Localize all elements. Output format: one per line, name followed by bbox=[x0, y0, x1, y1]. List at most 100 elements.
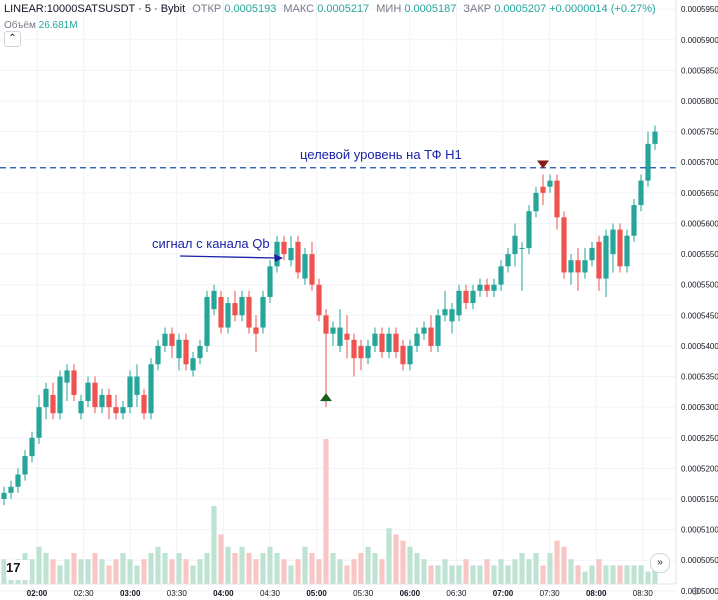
price-tick-label: 0.0005400 bbox=[681, 342, 718, 351]
price-tick-label: 0.0005050 bbox=[681, 556, 718, 565]
price-tick-label: 0.0005850 bbox=[681, 66, 718, 75]
volume-bar bbox=[71, 553, 77, 584]
volume-bar bbox=[344, 565, 350, 584]
volume-bar bbox=[575, 565, 581, 584]
candle-body bbox=[218, 296, 224, 328]
volume-bar bbox=[617, 565, 623, 584]
candle-body bbox=[337, 327, 343, 346]
price-tick-label: 0.0005950 bbox=[681, 5, 718, 14]
volume-bar bbox=[162, 553, 168, 584]
change-value: +0.0000014 (+0.27%) bbox=[549, 3, 656, 15]
candle-body bbox=[631, 205, 637, 236]
candle-body bbox=[211, 290, 217, 310]
volume-bar bbox=[218, 534, 224, 584]
volume-bar bbox=[400, 540, 406, 584]
volume-bar bbox=[43, 553, 49, 584]
gear-icon[interactable]: ⚙ bbox=[690, 586, 700, 598]
price-tick-label: 0.0005750 bbox=[681, 128, 718, 137]
volume-bar bbox=[50, 559, 56, 584]
close-label: ЗАКР bbox=[463, 3, 492, 15]
candle-body bbox=[519, 247, 525, 249]
candle-body bbox=[442, 309, 448, 316]
volume-bar bbox=[652, 565, 658, 584]
volume-bar bbox=[316, 559, 322, 584]
candle-body bbox=[414, 333, 420, 346]
volume-bar bbox=[225, 546, 231, 584]
volume-bar bbox=[302, 546, 308, 584]
volume-bar bbox=[36, 546, 42, 584]
candle-body bbox=[22, 456, 28, 475]
time-tick-label: 07:00 bbox=[493, 589, 514, 598]
volume-bar bbox=[568, 559, 574, 584]
candle-body bbox=[1, 492, 7, 499]
candle-body bbox=[470, 290, 476, 304]
candlesticks bbox=[1, 125, 658, 506]
time-tick-label: 08:00 bbox=[586, 589, 607, 598]
chart-grid bbox=[0, 0, 676, 592]
symbol-header: LINEAR:10000SATSUSDT · 5 · Bybit ОТКР 0.… bbox=[4, 3, 656, 15]
target-level-annotation: целевой уровень на ТФ Н1 bbox=[300, 147, 462, 162]
candle-body bbox=[456, 290, 462, 316]
volume-bar bbox=[176, 553, 182, 584]
time-tick-label: 04:00 bbox=[213, 589, 234, 598]
candle-body bbox=[568, 260, 574, 273]
candle-body bbox=[407, 345, 413, 365]
volume-bar bbox=[295, 559, 301, 584]
volume-bar bbox=[631, 565, 637, 584]
volume-bar bbox=[239, 546, 245, 584]
low-label: МИН bbox=[376, 3, 402, 15]
candle-body bbox=[463, 290, 469, 304]
price-tick-label: 0.0005000 bbox=[681, 587, 718, 596]
symbol-name[interactable]: LINEAR:10000SATSUSDT · 5 · Bybit bbox=[4, 3, 186, 15]
volume-bar bbox=[148, 553, 154, 584]
volume-bar bbox=[120, 553, 126, 584]
candle-body bbox=[71, 370, 77, 395]
candle-body bbox=[295, 241, 301, 273]
time-tick-label: 02:00 bbox=[27, 589, 48, 598]
candle-body bbox=[106, 394, 112, 408]
candle-body bbox=[638, 180, 644, 206]
time-axis: 02:00 02:30 03:00 03:30 04:00 04:30 05:00 05:30… bbox=[0, 583, 676, 598]
volume-bar bbox=[1, 559, 7, 584]
low-value: 0.0005187 bbox=[404, 3, 457, 15]
candle-body bbox=[589, 247, 595, 261]
volume-bar bbox=[281, 559, 287, 584]
candle-body bbox=[309, 254, 315, 285]
candle-body bbox=[99, 394, 105, 408]
candle-body bbox=[421, 327, 427, 334]
candle-body bbox=[239, 296, 245, 316]
candle-body bbox=[617, 229, 623, 267]
candle-body bbox=[610, 229, 616, 255]
volume-bar bbox=[330, 553, 336, 584]
tv-logo[interactable]: 17 bbox=[6, 560, 30, 580]
signal-annotation: сигнал с канала Qb bbox=[152, 236, 270, 251]
candle-body bbox=[603, 235, 609, 279]
candle-body bbox=[561, 217, 567, 273]
volume-bar bbox=[211, 506, 217, 584]
volume-bar bbox=[323, 439, 329, 584]
double-chevron-right-icon[interactable]: » bbox=[650, 553, 670, 573]
volume-bar bbox=[232, 553, 238, 584]
volume-bar bbox=[512, 559, 518, 584]
price-tick-label: 0.0005350 bbox=[681, 373, 718, 382]
candle-body bbox=[267, 266, 273, 297]
candle-body bbox=[190, 358, 196, 371]
volume-bar bbox=[610, 565, 616, 584]
chevron-up-icon[interactable]: ⌃ bbox=[4, 31, 21, 47]
volume-bar bbox=[603, 565, 609, 584]
volume-bar bbox=[29, 559, 35, 584]
volume-bar bbox=[442, 559, 448, 584]
candle-body bbox=[379, 333, 385, 353]
candle-body bbox=[50, 394, 56, 414]
high-label: МАКС bbox=[283, 3, 315, 15]
candle-body bbox=[64, 370, 70, 383]
candle-body bbox=[127, 376, 133, 408]
price-tick-label: 0.0005100 bbox=[681, 526, 718, 535]
candle-body bbox=[323, 315, 329, 334]
candle-body bbox=[78, 401, 84, 414]
volume-bar bbox=[407, 546, 413, 584]
volume-bar bbox=[498, 559, 504, 584]
time-tick-label: 05:30 bbox=[353, 589, 374, 598]
candle-body bbox=[505, 254, 511, 267]
